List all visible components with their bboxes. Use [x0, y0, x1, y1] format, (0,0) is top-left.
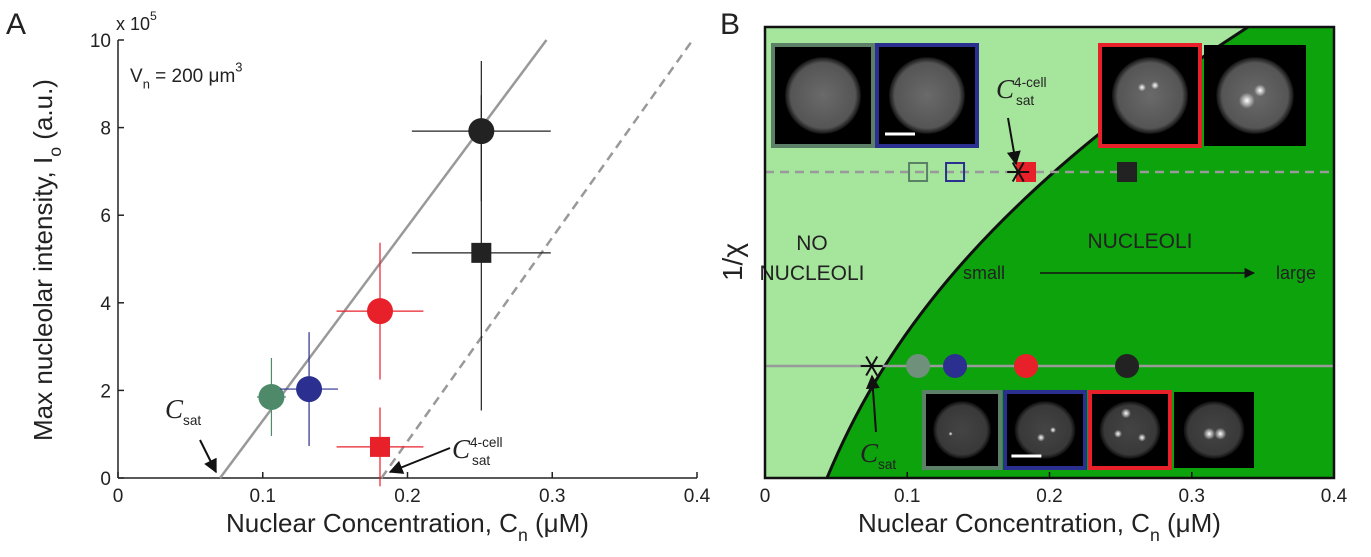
cell-body [785, 57, 861, 134]
csat4-label: C4-cell sat [452, 434, 503, 468]
point [1014, 354, 1038, 378]
text-part: Nuclear Concentration, C [858, 508, 1150, 538]
text-part: 4-cell [1014, 75, 1046, 90]
csat-arrow [200, 440, 216, 472]
cell-body [933, 401, 991, 459]
text-part: sat [1016, 93, 1034, 108]
point [906, 354, 930, 378]
page: {"chart_data": [ {"type": "scatter", "pa… [0, 0, 1371, 557]
panel-letter: B [720, 8, 740, 41]
nucleolus [1114, 430, 1122, 438]
fit-line [220, 40, 546, 478]
cell-body [1184, 401, 1245, 459]
text-part: = 200 μm [150, 66, 235, 87]
nucleolus [1151, 81, 1159, 89]
x-tick-label: 0 [760, 486, 771, 507]
text-part: C [452, 434, 471, 464]
x-tick-label: 0.3 [539, 486, 565, 507]
y-axis-label: Max nucleolar intensity, Io (a.u.) [28, 79, 65, 441]
text-part: (μM) [1160, 508, 1221, 538]
text-part: x 10 [116, 14, 150, 34]
text-part: n [143, 77, 150, 92]
nucleolus [1203, 428, 1215, 440]
y-tick-label: 10 [90, 31, 111, 52]
y-axis-label: 1/χ [717, 243, 748, 281]
region-label: NUCLEOLI [1087, 230, 1192, 253]
x-tick-label: 0.2 [1036, 486, 1062, 507]
x-tick-label: 0.2 [394, 486, 420, 507]
scale-note: x 105 [116, 9, 157, 34]
text-part: C [860, 438, 879, 468]
y-tick-label: 2 [100, 381, 111, 402]
y-tick-label: 4 [100, 294, 111, 315]
text-part: n [1150, 525, 1160, 545]
region-label: NUCLEOLI [759, 262, 864, 285]
x-axis-label: Nuclear Concentration, Cn (μM) [226, 508, 589, 545]
point [943, 354, 967, 378]
nucleolus [1254, 84, 1266, 96]
fit-line [381, 40, 692, 478]
x-axis-label: Nuclear Concentration, Cn (μM) [858, 508, 1221, 545]
x-tick-label: 0.1 [250, 486, 276, 507]
text-part: (a.u.) [28, 79, 58, 147]
x-tick-label: 0.3 [1179, 486, 1205, 507]
nucleolus [1121, 408, 1131, 418]
y-tick-label: 8 [100, 119, 111, 140]
nucleolus [1239, 93, 1255, 109]
text-part: sat [878, 457, 896, 472]
point [1118, 163, 1136, 181]
nucleolus [1037, 434, 1045, 442]
point [258, 384, 284, 410]
point [471, 243, 491, 263]
x-tick-label: 0 [113, 486, 124, 507]
text-part: sat [472, 453, 490, 468]
text-part: 5 [150, 9, 157, 23]
nucleolus [949, 432, 953, 436]
cell-body [1100, 401, 1161, 459]
cell-body [1112, 57, 1188, 134]
text-part: sat [183, 413, 201, 428]
text-part: 4-cell [470, 435, 502, 450]
nucleolus [1138, 434, 1146, 442]
figure: A 0 0.1 0.2 0.3 0.4 0 2 4 6 8 10x 105 Vn = 200 μm3 Cs… [0, 0, 1371, 557]
nucleolus [1050, 427, 1056, 433]
region-label: NO [796, 232, 828, 255]
x-tick-label: 0.4 [1321, 486, 1348, 507]
volume-note: Vn = 200 μm3 [130, 60, 242, 92]
text-part: o [45, 147, 65, 157]
text-part: C [165, 394, 184, 424]
text-part: Max nucleolar intensity, I [28, 157, 58, 441]
x-tick-label: 0.1 [894, 486, 920, 507]
point [370, 437, 390, 457]
text-part: 1/χ [717, 243, 748, 281]
text-part: (μM) [528, 508, 589, 538]
text-part: V [130, 66, 143, 87]
y-tick-label: 0 [100, 469, 111, 490]
point [367, 298, 393, 324]
nucleolus [1138, 83, 1146, 91]
panel-letter: A [6, 8, 26, 41]
text-part: n [518, 525, 528, 545]
point [1115, 354, 1139, 378]
text-part: C [996, 74, 1015, 104]
point [296, 376, 322, 402]
text-part: 3 [235, 60, 242, 75]
cell-body [889, 57, 965, 134]
panel-a: A 0 0.1 0.2 0.3 0.4 0 2 4 6 8 10 [6, 8, 711, 507]
csat-label: Csat [165, 394, 201, 428]
size-label: small [963, 263, 1005, 283]
cell-body [1216, 57, 1294, 134]
size-label: large [1276, 263, 1316, 283]
x-tick-label: 0.4 [684, 486, 711, 507]
nucleolus [1214, 428, 1226, 440]
y-tick-label: 6 [100, 206, 111, 227]
text-part: Nuclear Concentration, C [226, 508, 518, 538]
cell-body [1015, 401, 1076, 459]
